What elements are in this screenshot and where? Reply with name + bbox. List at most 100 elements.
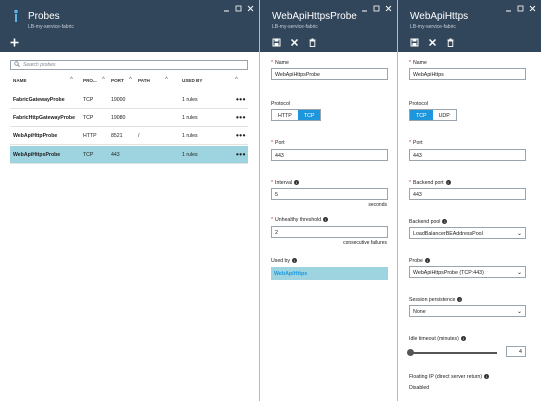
discard-icon <box>428 38 437 47</box>
col-port[interactable]: PORT <box>111 78 124 83</box>
add-probe-button[interactable] <box>10 38 19 47</box>
info-icon: i <box>294 180 300 186</box>
interval-field[interactable]: 5 <box>271 188 388 200</box>
discard-button[interactable] <box>428 38 437 47</box>
discard-button[interactable] <box>290 38 299 47</box>
probe-port: 19000 <box>111 97 126 103</box>
table-row-selected[interactable]: WebApiHttpsProbe TCP 443 1 rules ••• <box>10 146 248 164</box>
rule-name-field[interactable]: WebApiHttps <box>409 68 526 80</box>
probe-used-by: 1 rules <box>182 133 198 139</box>
session-persistence-select[interactable]: None ⌄ <box>409 305 526 317</box>
backend-pool-select[interactable]: LoadBalancerBEAddressPool ⌄ <box>409 227 526 239</box>
rule-protocol-label: Protocol <box>409 101 429 107</box>
delete-button[interactable] <box>446 38 455 47</box>
rule-detail-header: WebApiHttps LB-my-service-fabric <box>398 0 541 52</box>
close-icon[interactable] <box>528 4 537 12</box>
probe-port: 19080 <box>111 115 126 121</box>
rule-detail-subtitle: LB-my-service-fabric <box>410 24 456 30</box>
more-icon[interactable]: ••• <box>236 131 246 140</box>
trash-icon <box>309 38 316 47</box>
page-title: Probes <box>28 11 60 22</box>
probe-path: / <box>138 133 140 139</box>
name-field[interactable]: WebApiHttpsProbe <box>271 68 388 80</box>
search-input[interactable]: Search probes <box>10 60 248 70</box>
more-icon[interactable]: ••• <box>236 95 246 104</box>
probes-header: Probes LB-my-service-fabric <box>0 0 259 52</box>
rule-name-label: * Name <box>409 60 427 66</box>
interval-label: * Interval i <box>271 180 300 186</box>
info-icon: i <box>424 258 430 264</box>
search-placeholder: Search probes <box>23 62 56 68</box>
page-subtitle: LB-my-service-fabric <box>28 24 74 30</box>
close-icon[interactable] <box>384 4 393 12</box>
port-field[interactable]: 443 <box>271 149 388 161</box>
probe-used-by: 1 rules <box>182 152 198 158</box>
rule-protocol-toggle[interactable]: TCP UDP <box>409 109 457 121</box>
save-button[interactable] <box>272 38 281 47</box>
plus-icon <box>10 38 19 47</box>
protocol-label: Protocol <box>271 101 291 107</box>
minimize-icon[interactable] <box>360 4 369 12</box>
maximize-icon[interactable] <box>234 4 243 12</box>
col-name[interactable]: NAME <box>13 78 27 83</box>
protocol-tcp-option[interactable]: TCP <box>297 110 321 120</box>
col-path[interactable]: PATH <box>138 78 150 83</box>
floating-ip-value: Disabled <box>409 385 430 391</box>
chevron-down-icon: ⌄ <box>516 231 522 237</box>
slider-handle[interactable] <box>407 349 414 356</box>
probe-name: FabricGatewayProbe <box>13 97 65 103</box>
info-icon: i <box>457 297 463 303</box>
col-used-by[interactable]: USED BY <box>182 78 203 83</box>
probe-used-by: 1 rules <box>182 115 198 121</box>
port-label: * Port <box>271 140 285 146</box>
floating-ip-label: Floating IP (direct server return) i <box>409 374 490 380</box>
table-row[interactable]: FabricGatewayProbe TCP 19000 1 rules ••• <box>10 91 248 109</box>
sort-name-icon[interactable]: ^ <box>70 77 73 83</box>
backend-pool-label: Backend pool i <box>409 219 448 225</box>
save-button[interactable] <box>410 38 419 47</box>
backend-port-field[interactable]: 443 <box>409 188 526 200</box>
col-protocol[interactable]: PRO... <box>83 78 97 83</box>
delete-button[interactable] <box>308 38 317 47</box>
threshold-field[interactable]: 2 <box>271 226 388 238</box>
used-by-label: Used by i <box>271 258 298 264</box>
used-by-rule-link[interactable]: WebApiHttps <box>271 267 388 280</box>
save-icon <box>410 38 419 47</box>
minimize-icon[interactable] <box>222 4 231 12</box>
sort-port-icon[interactable]: ^ <box>129 77 132 83</box>
rule-port-field[interactable]: 443 <box>409 149 526 161</box>
session-persistence-label: Session persistence i <box>409 297 463 303</box>
threshold-label: * Unhealthy threshold i <box>271 217 329 223</box>
more-icon[interactable]: ••• <box>236 150 246 159</box>
probe-protocol: TCP <box>83 97 94 103</box>
probe-protocol: TCP <box>83 115 94 121</box>
table-row[interactable]: WebApiHttpProbe HTTP 8521 / 1 rules ••• <box>10 127 248 145</box>
protocol-toggle[interactable]: HTTP TCP <box>271 109 322 121</box>
maximize-icon[interactable] <box>372 4 381 12</box>
idle-timeout-label: Idle timeout (minutes) i <box>409 336 466 342</box>
sort-protocol-icon[interactable]: ^ <box>102 77 105 83</box>
probe-detail-header: WebApiHttpsProbe LB-my-service-fabric <box>260 0 397 52</box>
probe-name: WebApiHttpsProbe <box>13 152 61 158</box>
probe-select[interactable]: WebApiHttpsProbe (TCP:443) ⌄ <box>409 266 526 278</box>
probe-name: WebApiHttpProbe <box>13 133 58 139</box>
idle-timeout-slider[interactable] <box>407 349 497 356</box>
discard-icon <box>290 38 299 47</box>
protocol-tcp-option[interactable]: TCP <box>410 110 433 120</box>
protocol-udp-option[interactable]: UDP <box>432 110 456 120</box>
protocol-http-option[interactable]: HTTP <box>272 110 298 120</box>
probe-detail-title: WebApiHttpsProbe <box>272 11 357 22</box>
table-row[interactable]: FabricHttpGatewayProbe TCP 19080 1 rules… <box>10 109 248 127</box>
rule-detail-title: WebApiHttps <box>410 11 469 22</box>
backend-port-label: * Backend port i <box>409 180 451 186</box>
idle-timeout-field[interactable]: 4 <box>506 346 526 357</box>
chevron-down-icon: ⌄ <box>516 270 522 276</box>
info-icon: i <box>292 258 298 264</box>
sort-used-by-icon[interactable]: ^ <box>235 77 238 83</box>
info-icon: i <box>484 374 490 380</box>
more-icon[interactable]: ••• <box>236 113 246 122</box>
close-icon[interactable] <box>246 4 255 12</box>
minimize-icon[interactable] <box>504 4 513 12</box>
sort-path-icon[interactable]: ^ <box>165 77 168 83</box>
maximize-icon[interactable] <box>516 4 525 12</box>
